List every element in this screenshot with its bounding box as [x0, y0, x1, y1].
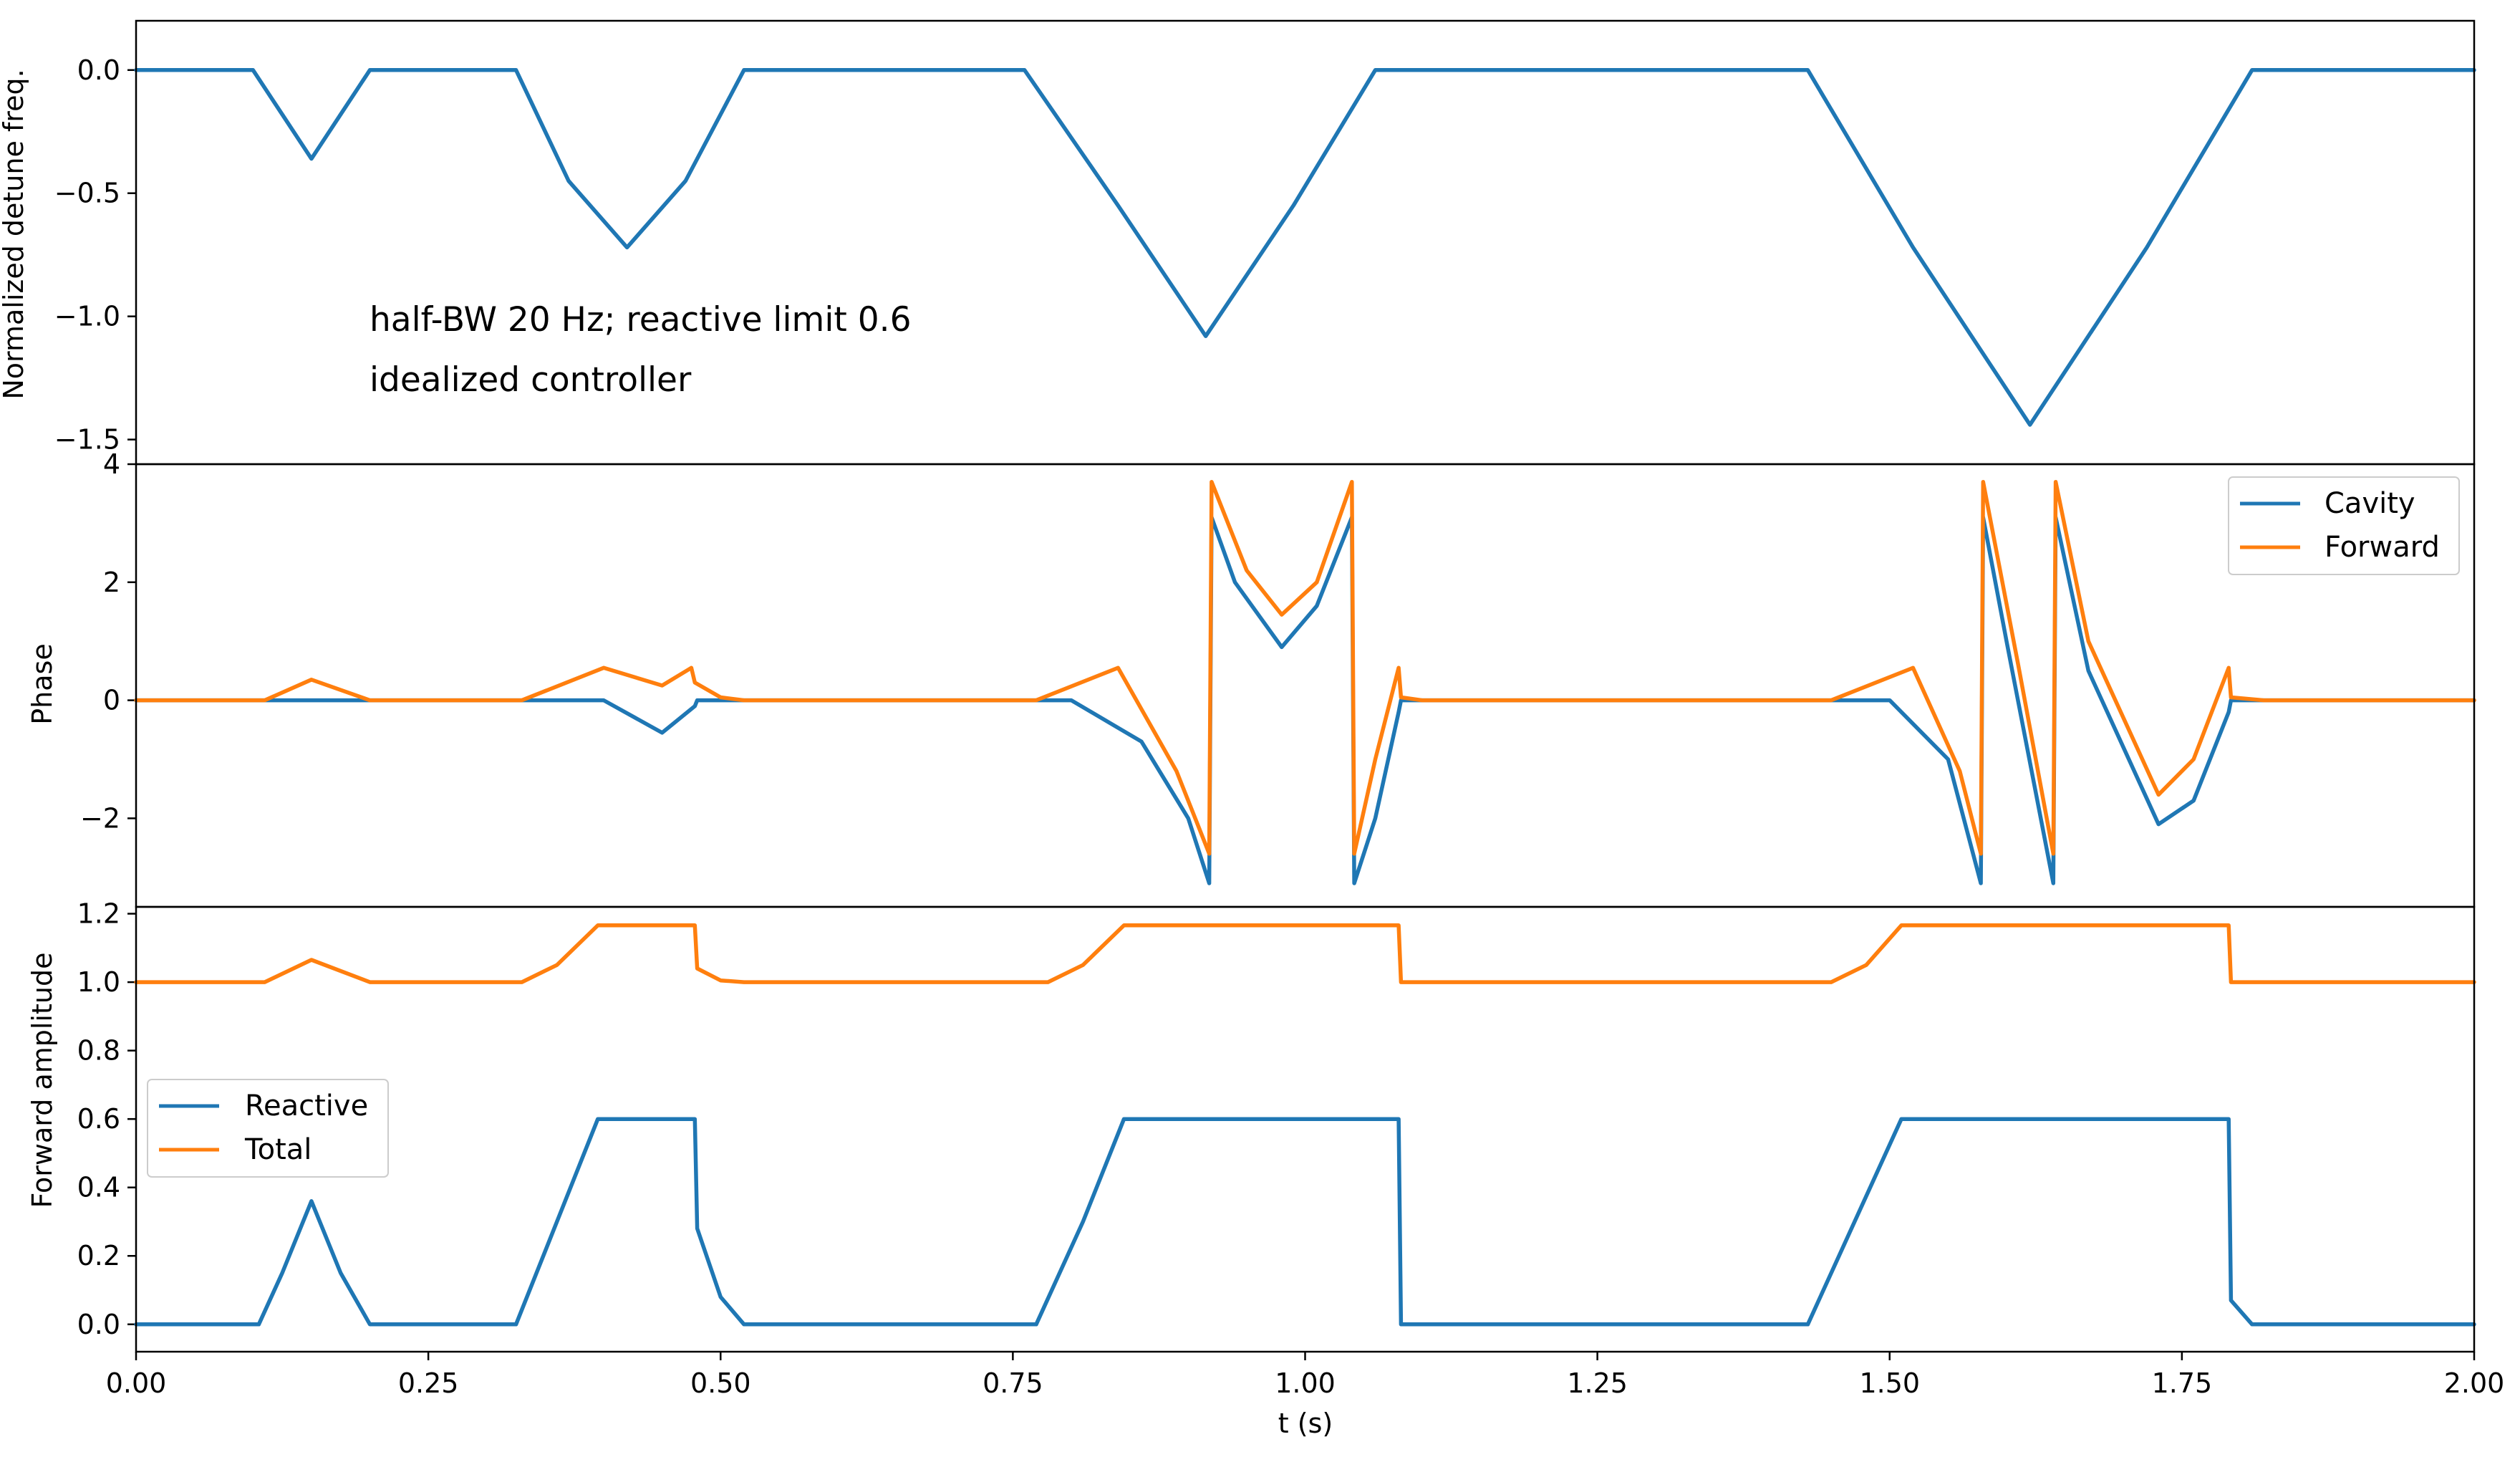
amplitude-xtick-label: 0.00	[106, 1367, 167, 1399]
amplitude-xtick-label: 1.75	[2152, 1367, 2213, 1399]
amplitude-ytick-label: 0.2	[77, 1240, 120, 1271]
detune-ytick-label: −1.0	[54, 301, 120, 332]
amplitude-ytick-label: 0.4	[77, 1172, 120, 1203]
phase-ylabel: Phase	[26, 643, 58, 724]
phase-ticks: 4 2 0 −2	[80, 448, 136, 834]
phase-ytick-label: 4	[103, 448, 120, 480]
amplitude-xtick-label: 1.00	[1275, 1367, 1336, 1399]
detune-ytick-label: −1.5	[54, 424, 120, 456]
amplitude-ytick-label: 1.2	[77, 898, 120, 930]
detune-annotation-2: idealized controller	[370, 360, 692, 400]
detune-series-0-line	[134, 68, 2476, 427]
amplitude-xtick-label: 2.00	[2444, 1367, 2505, 1399]
detune-ylabel: Normalized detune freq.	[0, 69, 29, 399]
detune-ytick-label: −0.5	[54, 178, 120, 209]
phase-legend-box	[2228, 476, 2460, 575]
phase-forward-line	[134, 479, 2476, 856]
amplitude-legend-box	[147, 1079, 389, 1178]
amplitude-legend: Reactive Total	[147, 1079, 389, 1178]
detune-ytick-label: 0.0	[77, 54, 120, 86]
amplitude-panel: 0.0 0.2 0.4 0.6 0.8 1.0 1.2 0.00 0.25 0.50 0.75 1.0…	[26, 898, 2504, 1439]
amplitude-series	[134, 923, 2476, 1327]
amplitude-ylabel: Forward amplitude	[26, 953, 58, 1208]
amplitude-ytick-label: 0.6	[77, 1103, 120, 1135]
detune-series	[134, 68, 2476, 427]
phase-series	[134, 479, 2476, 885]
phase-legend-forward-label: Forward	[2325, 531, 2440, 564]
phase-legend-cavity-label: Cavity	[2325, 487, 2415, 520]
amplitude-legend-reactive-label: Reactive	[245, 1090, 368, 1122]
detune-annotation-1: half-BW 20 Hz; reactive limit 0.6	[370, 300, 912, 340]
amplitude-xtick-label: 0.50	[690, 1367, 751, 1399]
amplitude-axes-frame	[135, 905, 2476, 1353]
amplitude-xtick-label: 0.25	[398, 1367, 459, 1399]
detune-panel: 0.0−0.5−1.0−1.5 Normalized detune freq. …	[0, 19, 2476, 466]
amplitude-ticks: 0.0 0.2 0.4 0.6 0.8 1.0 1.2 0.00 0.25 0.50 0.75 1.0…	[77, 898, 2505, 1399]
amplitude-reactive-line	[134, 1117, 2476, 1327]
amplitude-ytick-label: 1.0	[77, 966, 120, 998]
phase-cavity-line	[134, 515, 2476, 885]
amplitude-total-line	[134, 923, 2476, 984]
amplitude-xlabel: t (s)	[1278, 1408, 1333, 1439]
amplitude-xtick-label: 1.50	[1859, 1367, 1920, 1399]
phase-panel: 4 2 0 −2 Phase Cavity Forward	[26, 448, 2476, 908]
amplitude-legend-total-label: Total	[244, 1133, 312, 1166]
amplitude-xtick-label: 1.25	[1567, 1367, 1628, 1399]
detune-ticks: 0.0 −0.5 −1.0 −1.5	[54, 54, 136, 456]
phase-ytick-label: −2	[80, 802, 120, 834]
phase-ytick-label: 2	[103, 567, 120, 598]
amplitude-ytick-label: 0.8	[77, 1035, 120, 1067]
amplitude-ytick-label: 0.0	[77, 1309, 120, 1340]
amplitude-xtick-label: 0.75	[983, 1367, 1043, 1399]
phase-legend: Cavity Forward	[2228, 476, 2460, 575]
phase-ytick-label: 0	[103, 685, 120, 716]
